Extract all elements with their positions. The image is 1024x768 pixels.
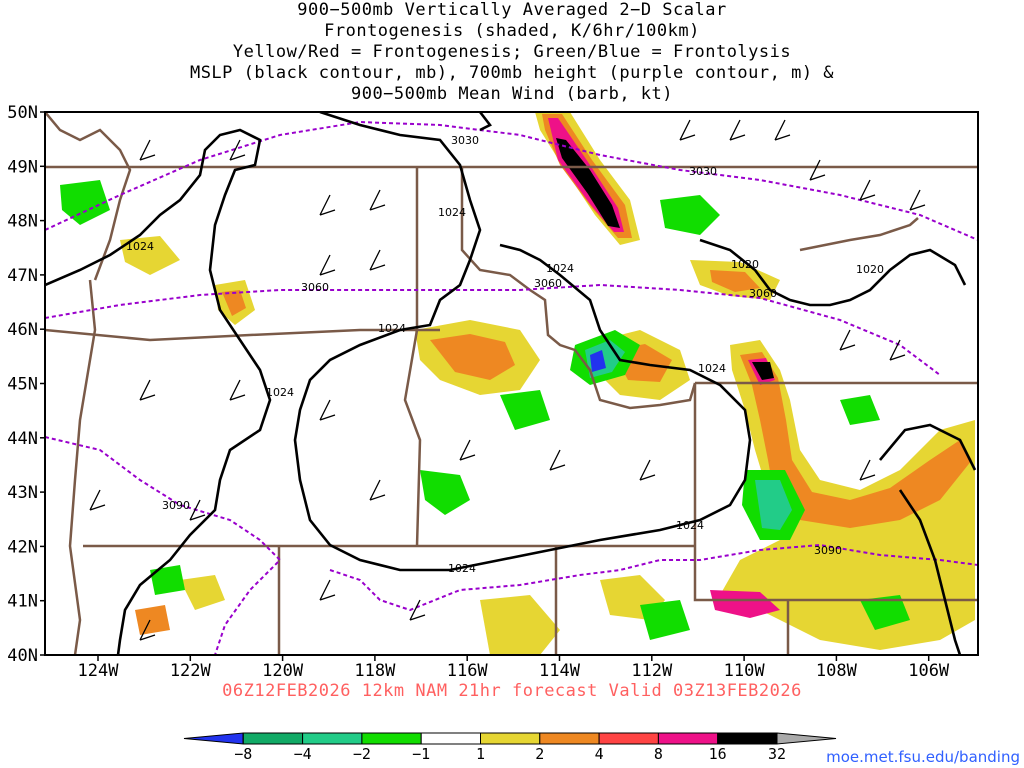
- forecast-valid-time: 06Z12FEB2026 12km NAM 21hr forecast Vali…: [222, 681, 802, 701]
- title-line-5: 900−500mb Mean Wind (barb, kt): [350, 84, 674, 104]
- lat-tick-label: 44N: [7, 429, 38, 449]
- colorbar-label: −1: [412, 745, 430, 763]
- lon-tick-label: 122W: [170, 661, 212, 681]
- height-contour-label: 3090: [162, 499, 190, 512]
- lon-tick-label: 120W: [262, 661, 304, 681]
- lat-tick-label: 43N: [7, 483, 38, 503]
- colorbar-label: −4: [294, 745, 312, 763]
- mslp-contour-label: 1020: [856, 263, 884, 276]
- lat-tick-label: 45N: [7, 375, 38, 395]
- height-contours: [45, 120, 978, 655]
- title-line-3: Yellow/Red = Frontogenesis; Green/Blue =…: [232, 42, 792, 62]
- lat-tick-label: 49N: [7, 157, 38, 177]
- mslp-contour-label: 1024: [378, 322, 406, 335]
- colorbar-segment: [361, 732, 422, 745]
- mslp-contour-label: 1024: [546, 262, 574, 275]
- colorbar-segment: [657, 732, 719, 745]
- colorbar-label: 8: [654, 745, 663, 763]
- colorbar-segment: [302, 732, 363, 745]
- mslp-contour-label: 1024: [448, 562, 476, 575]
- colorbar-label: 2: [535, 745, 544, 763]
- mslp-contour-label: 1024: [698, 362, 726, 375]
- map-title: 900−500mb Vertically Averaged 2−D Scalar…: [0, 0, 1024, 105]
- mslp-contour-label: 1024: [266, 386, 294, 399]
- mslp-contour-label: 1024: [438, 206, 466, 219]
- lon-tick-label: 108W: [816, 661, 858, 681]
- height-contour-label: 3060: [534, 277, 562, 290]
- colorbar-segment: [183, 732, 244, 745]
- lon-tick-label: 118W: [354, 661, 396, 681]
- colorbar-segment: [717, 732, 778, 745]
- lat-tick-label: 47N: [7, 266, 38, 286]
- colorbar-segment: [242, 732, 304, 745]
- lon-tick-label: 114W: [539, 661, 581, 681]
- lat-tick-label: 42N: [7, 537, 38, 557]
- height-contour-label: 3060: [749, 287, 777, 300]
- height-contour-label: 3030: [689, 165, 717, 178]
- longitude-axis: 124W 122W 120W 118W 116W 114W 112W 110W 108W 106W: [78, 655, 950, 681]
- colorbar-segment: [598, 732, 659, 745]
- colorbar: −8 −4 −2 −1 1 2 4 8 16 32: [183, 732, 837, 763]
- title-line-2: Frontogenesis (shaded, K/6hr/100km): [324, 21, 700, 41]
- colorbar-label: −8: [234, 745, 252, 763]
- mslp-contours: [45, 112, 977, 655]
- colorbar-label: −2: [353, 745, 371, 763]
- mslp-contour-label: 1024: [676, 519, 704, 532]
- colorbar-segment: [480, 732, 541, 745]
- lon-tick-label: 116W: [447, 661, 489, 681]
- title-line-1: 900−500mb Vertically Averaged 2−D Scalar: [297, 0, 727, 20]
- title-line-4: MSLP (black contour, mb), 700mb height (…: [189, 63, 835, 83]
- lon-tick-label: 106W: [908, 661, 950, 681]
- wind-barbs: [89, 119, 926, 641]
- colorbar-segment: [776, 732, 837, 745]
- lat-tick-label: 50N: [7, 103, 38, 123]
- lat-tick-label: 46N: [7, 320, 38, 340]
- lon-tick-label: 112W: [631, 661, 673, 681]
- frontogenesis-shading: [60, 112, 975, 655]
- height-contour-label: 3060: [301, 281, 329, 294]
- latitude-axis: 50N 49N 48N 47N 46N 45N 44N 43N 42N 41N 40N: [7, 103, 45, 666]
- lon-tick-label: 124W: [78, 661, 120, 681]
- height-contour-label: 3090: [814, 544, 842, 557]
- colorbar-label: 1: [476, 745, 485, 763]
- colorbar-label: 4: [595, 745, 604, 763]
- colorbar-segment: [539, 732, 600, 745]
- lat-tick-label: 40N: [7, 646, 38, 666]
- source-credit-link[interactable]: moe.met.fsu.edu/banding: [826, 748, 1020, 766]
- mslp-contour-label: 1020: [731, 258, 759, 271]
- lat-tick-label: 41N: [7, 592, 38, 612]
- colorbar-segment: [420, 732, 482, 745]
- lat-tick-label: 48N: [7, 212, 38, 232]
- mslp-contour-label: 1024: [126, 240, 154, 253]
- lon-tick-label: 110W: [724, 661, 766, 681]
- colorbar-label: 16: [709, 745, 727, 763]
- colorbar-label: 32: [768, 745, 786, 763]
- height-contour-label: 3030: [451, 134, 479, 147]
